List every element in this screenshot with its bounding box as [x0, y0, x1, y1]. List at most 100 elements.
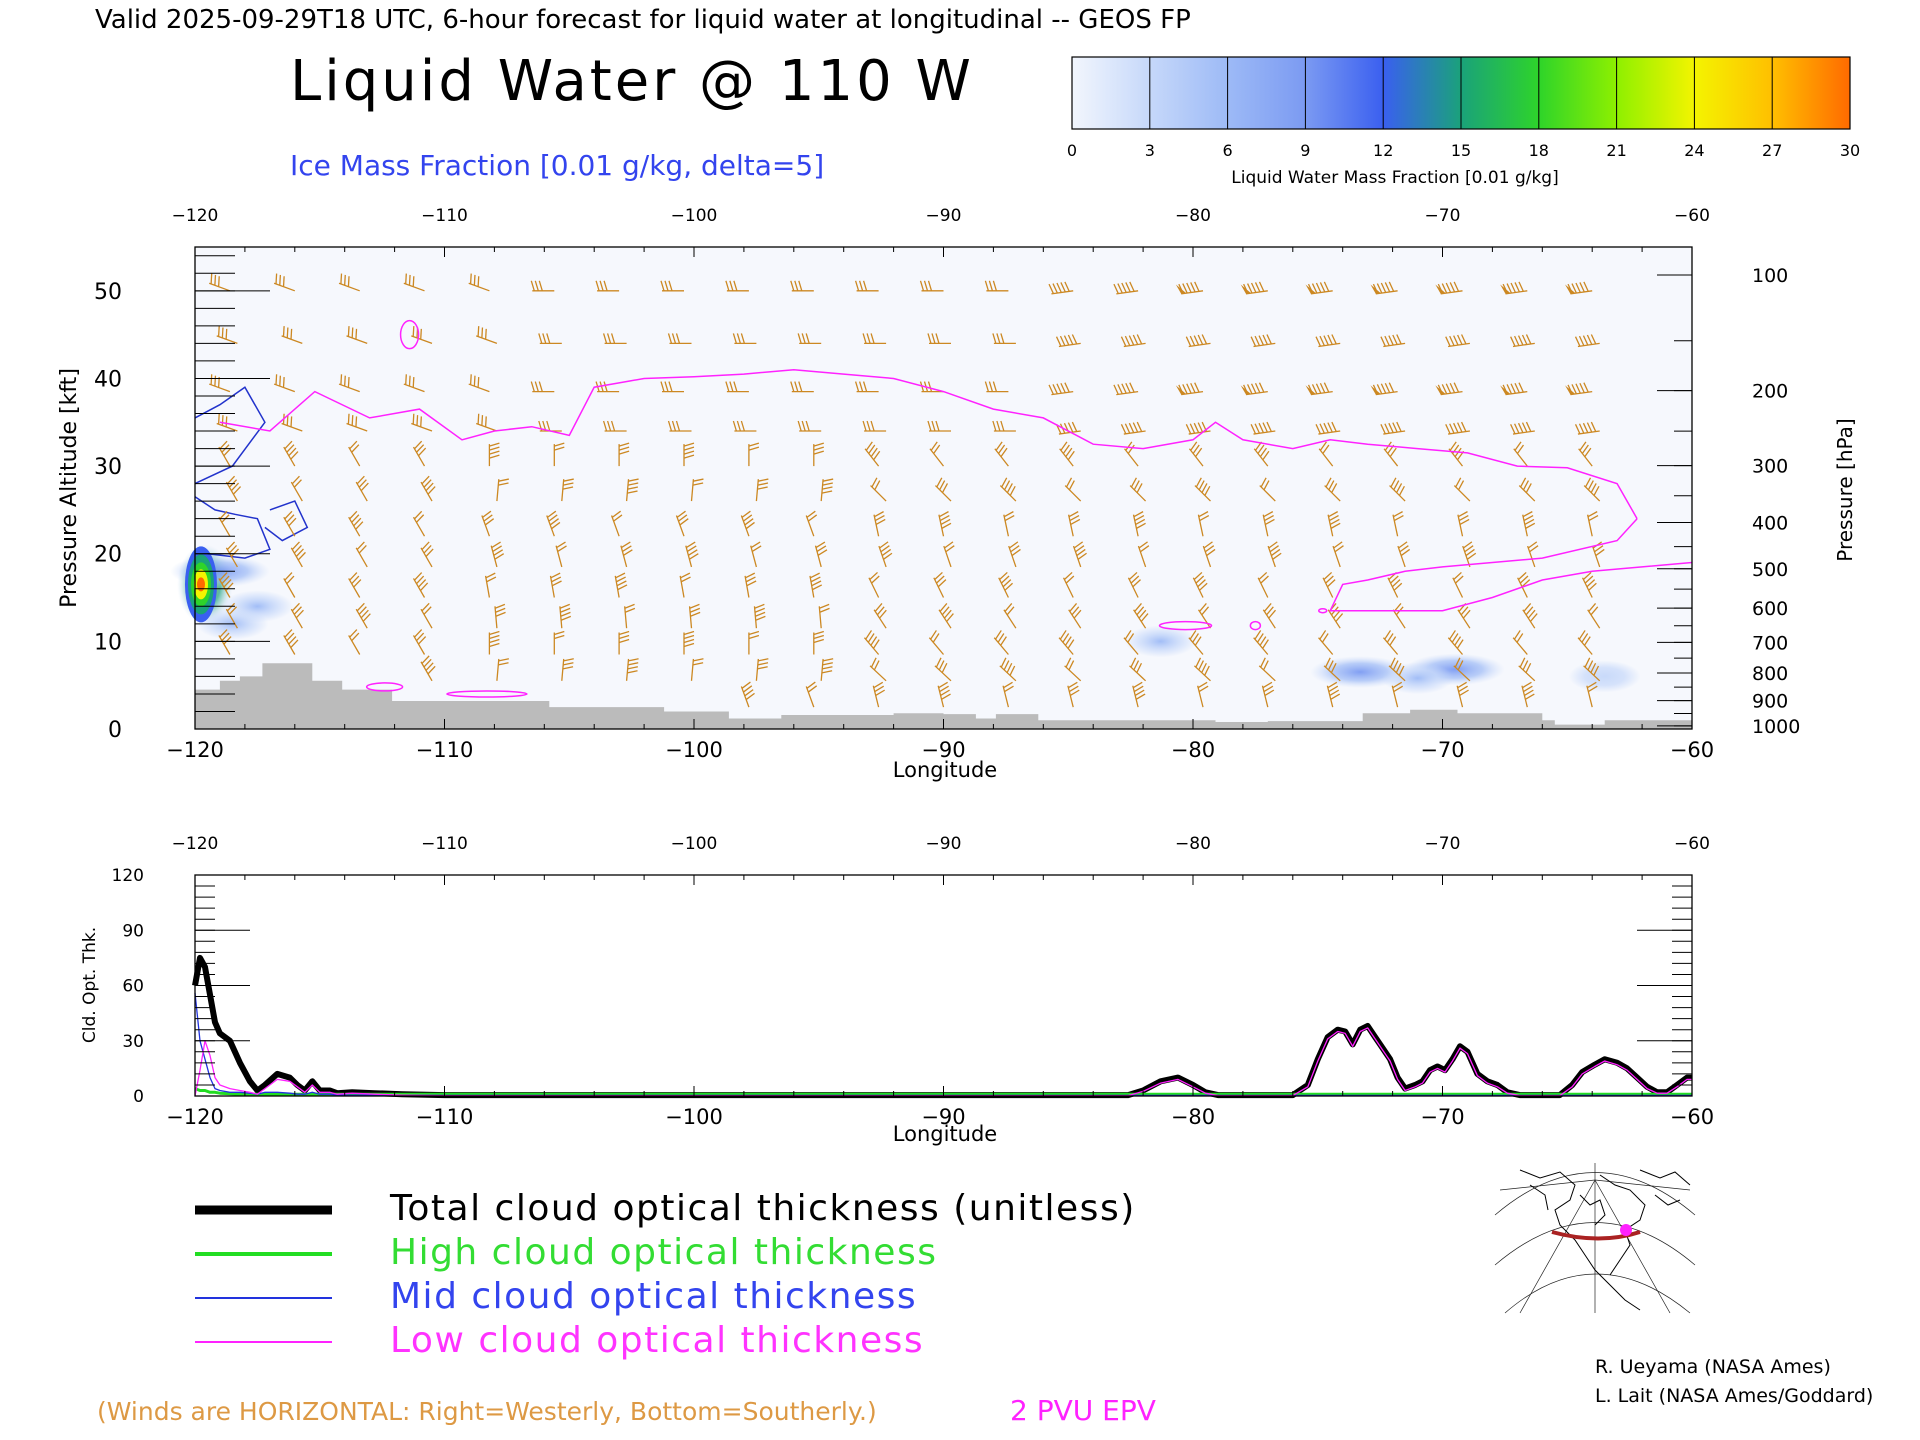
- wind-barb: [1318, 630, 1334, 655]
- pvu-small-contour: [446, 690, 528, 698]
- wind-barb: [797, 420, 822, 432]
- wind-barb: [797, 333, 822, 345]
- wind-barb: [1521, 681, 1535, 708]
- wind-barb: [1382, 630, 1399, 655]
- wind-barb: [660, 381, 684, 393]
- wind-barb: [690, 478, 704, 502]
- wind-barb: [1267, 541, 1282, 568]
- p-tick-label: 100: [1752, 265, 1788, 287]
- wind-barb: [1188, 441, 1204, 467]
- wind-barb: [1578, 441, 1593, 467]
- colorbar-segment: [1149, 57, 1229, 129]
- wind-barb: [412, 440, 427, 467]
- wind-barb: [1456, 681, 1469, 708]
- wind-barb: [854, 381, 879, 393]
- wind-barb: [675, 510, 689, 537]
- wind-barb: [283, 440, 299, 467]
- wind-barb: [929, 441, 945, 467]
- wind-barb: [809, 572, 823, 598]
- wind-barb: [625, 478, 639, 502]
- valid-time-line: Valid 2025-09-29T18 UTC, 6-hour forecast…: [95, 5, 1191, 35]
- p-tick-label: 1000: [1752, 716, 1800, 738]
- wind-barb: [1380, 421, 1406, 435]
- wind-barb: [753, 603, 766, 629]
- wind-barb: [744, 572, 757, 598]
- wind-barb: [549, 572, 562, 598]
- wind-barb: [878, 541, 893, 568]
- wind-barb: [873, 511, 886, 537]
- wind-barb: [481, 510, 495, 537]
- wind-barb: [355, 541, 368, 568]
- wind-barb: [355, 602, 371, 629]
- wind-barb: [1132, 511, 1146, 537]
- wind-barb: [618, 442, 630, 467]
- inset-coastlines: [1519, 1169, 1691, 1311]
- wind-barb: [624, 603, 636, 629]
- colorbar-segment: [1694, 57, 1773, 129]
- wind-barb: [1527, 541, 1539, 568]
- p-tick-label: 700: [1752, 632, 1788, 654]
- wind-barb: [283, 572, 296, 598]
- wind-barb: [1565, 382, 1593, 396]
- wind-barb: [667, 333, 692, 345]
- wind-barb: [755, 478, 769, 502]
- y-tick-label: 0: [133, 1087, 144, 1107]
- wind-barb: [998, 571, 1014, 598]
- wind-barb: [1120, 334, 1146, 348]
- wind-barb: [283, 629, 299, 655]
- wind-barb: [790, 280, 814, 292]
- x-tick-label: −60: [1670, 1105, 1714, 1129]
- wind-barb: [1008, 541, 1021, 568]
- wind-barb: [1185, 334, 1211, 348]
- x-tick-label-top: −120: [172, 834, 219, 854]
- wind-barb: [740, 510, 755, 537]
- x-tick-label-top: −120: [172, 206, 219, 226]
- wind-barb: [1397, 541, 1411, 568]
- x-tick-label-top: −90: [926, 834, 962, 854]
- wind-barb: [927, 333, 951, 345]
- wind-barb: [750, 541, 762, 568]
- wind-barb: [420, 602, 433, 629]
- plot-background: [195, 247, 1692, 729]
- liquid-water-patch: [1568, 660, 1641, 693]
- y-tick-label: 120: [112, 866, 144, 886]
- wind-barb: [1587, 603, 1601, 629]
- wind-barb: [1194, 477, 1211, 502]
- x-tick-label: −60: [1670, 738, 1714, 762]
- colorbar-tick-label: 21: [1606, 141, 1626, 160]
- wind-barb: [218, 629, 232, 655]
- wind-barb: [1586, 681, 1598, 708]
- wind-barb: [1137, 541, 1150, 568]
- wind-barb: [1132, 681, 1146, 708]
- wind-barb: [934, 477, 952, 502]
- wind-barb: [1583, 657, 1601, 682]
- wind-barb: [818, 603, 830, 629]
- wind-barb: [420, 541, 434, 568]
- wind-barb: [1453, 477, 1471, 502]
- wind-barb: [1250, 421, 1276, 435]
- x-tick-label-top: −100: [671, 834, 718, 854]
- pvu-tropopause-line: [219, 368, 1638, 520]
- wind-barb: [530, 280, 555, 292]
- wind-barb: [1197, 511, 1210, 537]
- wind-barb: [595, 280, 620, 292]
- x-tick-label-top: −60: [1674, 206, 1710, 226]
- wind-barb: [496, 658, 509, 681]
- wind-barb: [1327, 511, 1341, 537]
- y-tick-label: 40: [94, 367, 122, 392]
- wind-barb: [561, 658, 574, 681]
- wind-barb: [1129, 477, 1147, 502]
- wind-barb: [290, 541, 306, 568]
- wind-barb: [862, 333, 887, 345]
- wind-barb: [1445, 334, 1470, 348]
- wind-barb: [1445, 421, 1470, 435]
- wind-barb: [338, 273, 360, 292]
- wind-barb: [927, 420, 951, 432]
- x-tick-label: −120: [166, 738, 224, 762]
- colorbar-segment: [1772, 57, 1851, 129]
- wind-barb: [1370, 382, 1398, 396]
- wind-barb: [1127, 571, 1141, 598]
- wind-barb: [1388, 657, 1406, 682]
- wind-barb: [1003, 603, 1017, 629]
- wind-barb: [1322, 571, 1336, 598]
